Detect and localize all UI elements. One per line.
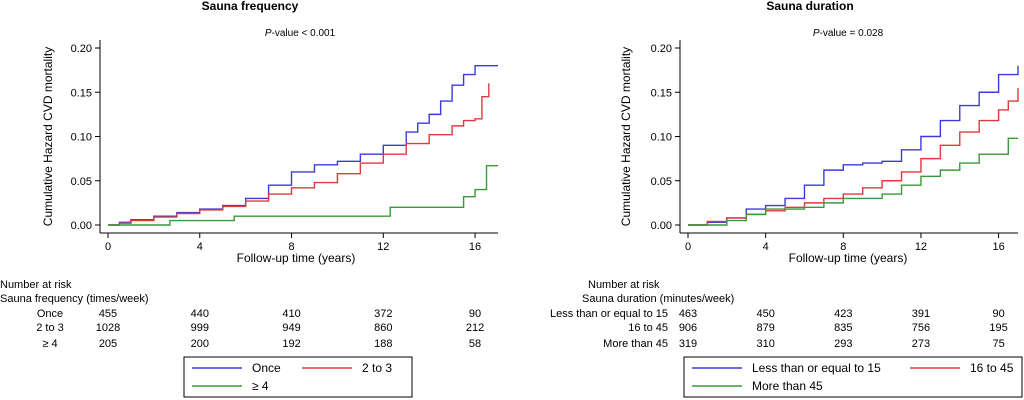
y-tick-label: 0.00 (71, 220, 92, 232)
risk-value: 450 (756, 308, 774, 320)
risk-value: 372 (374, 308, 392, 320)
p-value-annotation: P-value = 0.028 (813, 28, 884, 39)
risk-value: 949 (282, 322, 300, 334)
y-tick-label: 0.05 (71, 176, 92, 188)
risk-value: 879 (756, 322, 774, 334)
x-axis-label: Follow-up time (years) (237, 251, 356, 265)
risk-table-header: Number at risk (0, 279, 72, 291)
y-tick-label: 0.10 (71, 132, 92, 144)
risk-value: 319 (679, 338, 697, 350)
risk-value: 906 (679, 322, 697, 334)
y-axis-label: Cumulative Hazard CVD mortality (619, 47, 633, 226)
risk-value: 90 (469, 308, 481, 320)
risk-value: 999 (191, 322, 209, 334)
risk-value: 1028 (96, 322, 120, 334)
risk-row-label: More than 45 (603, 338, 668, 350)
legend-label: More than 45 (752, 379, 823, 393)
p-value-italic: P (265, 28, 272, 39)
risk-row-label: Once (37, 308, 63, 320)
risk-table-subheader: Sauna duration (minutes/week) (582, 293, 734, 305)
risk-value: 75 (992, 338, 1004, 350)
risk-table-header: Number at risk (588, 279, 660, 291)
x-tick-label: 8 (288, 241, 294, 253)
y-tick-label: 0.05 (651, 176, 672, 188)
risk-value: 200 (191, 338, 209, 350)
legend-label: 2 to 3 (362, 361, 392, 375)
series-line-1 (688, 65, 1019, 226)
y-tick-label: 0.10 (651, 132, 672, 144)
p-value-text: -value = 0.028 (820, 28, 884, 39)
p-value-annotation: P-value < 0.001 (265, 28, 336, 39)
p-value-italic: P (813, 28, 820, 39)
chart-title: Sauna frequency (202, 0, 299, 13)
risk-value: 440 (191, 308, 209, 320)
y-tick-label: 0.15 (651, 87, 672, 99)
risk-value: 835 (834, 322, 852, 334)
p-value-text: -value < 0.001 (272, 28, 336, 39)
series-line-1 (108, 65, 498, 226)
x-tick-label: 0 (105, 241, 111, 253)
risk-value: 205 (99, 338, 117, 350)
chart-title: Sauna duration (766, 0, 853, 13)
x-tick-label: 4 (197, 241, 203, 253)
risk-value: 423 (834, 308, 852, 320)
risk-row-label: 2 to 3 (36, 322, 64, 334)
risk-value: 391 (912, 308, 930, 320)
risk-value: 293 (834, 338, 852, 350)
x-axis-label: Follow-up time (years) (789, 251, 908, 265)
risk-value: 273 (912, 338, 930, 350)
x-tick-label: 16 (992, 241, 1004, 253)
legend-label: Less than or equal to 15 (752, 361, 881, 375)
y-axis-label: Cumulative Hazard CVD mortality (41, 47, 55, 226)
x-tick-label: 16 (469, 241, 481, 253)
x-tick-label: 12 (915, 241, 927, 253)
risk-value: 212 (466, 322, 484, 334)
series-line-3 (108, 165, 498, 226)
legend-label: Once (252, 361, 281, 375)
risk-value: 860 (374, 322, 392, 334)
risk-row-label: ≥ 4 (42, 338, 57, 350)
series-line-2 (688, 87, 1019, 226)
chart-panel-1: Sauna frequency P-value < 0.001 0.00 0.05 0.… (0, 0, 498, 398)
chart-panel-2: Sauna duration P-value = 0.028 0.00 0.05 0.1… (550, 0, 1023, 398)
legend-label: 16 to 45 (970, 361, 1014, 375)
risk-value: 188 (374, 338, 392, 350)
y-tick-label: 0.20 (651, 43, 672, 55)
y-tick-label: 0.15 (71, 87, 92, 99)
y-tick-label: 0.00 (651, 220, 672, 232)
y-tick-label: 0.20 (71, 43, 92, 55)
risk-value: 463 (679, 308, 697, 320)
legend-box (183, 356, 413, 398)
legend-label: ≥ 4 (252, 379, 269, 393)
x-tick-label: 12 (377, 241, 389, 253)
risk-value: 410 (282, 308, 300, 320)
series-line-2 (108, 83, 490, 226)
series-line-3 (688, 137, 1018, 226)
risk-value: 310 (756, 338, 774, 350)
x-tick-label: 4 (763, 241, 769, 253)
risk-value: 756 (912, 322, 930, 334)
risk-table-subheader: Sauna frequency (times/week) (0, 293, 149, 305)
risk-value: 90 (992, 308, 1004, 320)
risk-value: 58 (469, 338, 481, 350)
x-tick-label: 8 (840, 241, 846, 253)
risk-value: 455 (99, 308, 117, 320)
risk-value: 192 (282, 338, 300, 350)
x-tick-label: 0 (685, 241, 691, 253)
legend-box (683, 356, 1023, 398)
risk-row-label: Less than or equal to 15 (550, 308, 668, 320)
risk-value: 195 (989, 322, 1007, 334)
risk-row-label: 16 to 45 (628, 322, 668, 334)
